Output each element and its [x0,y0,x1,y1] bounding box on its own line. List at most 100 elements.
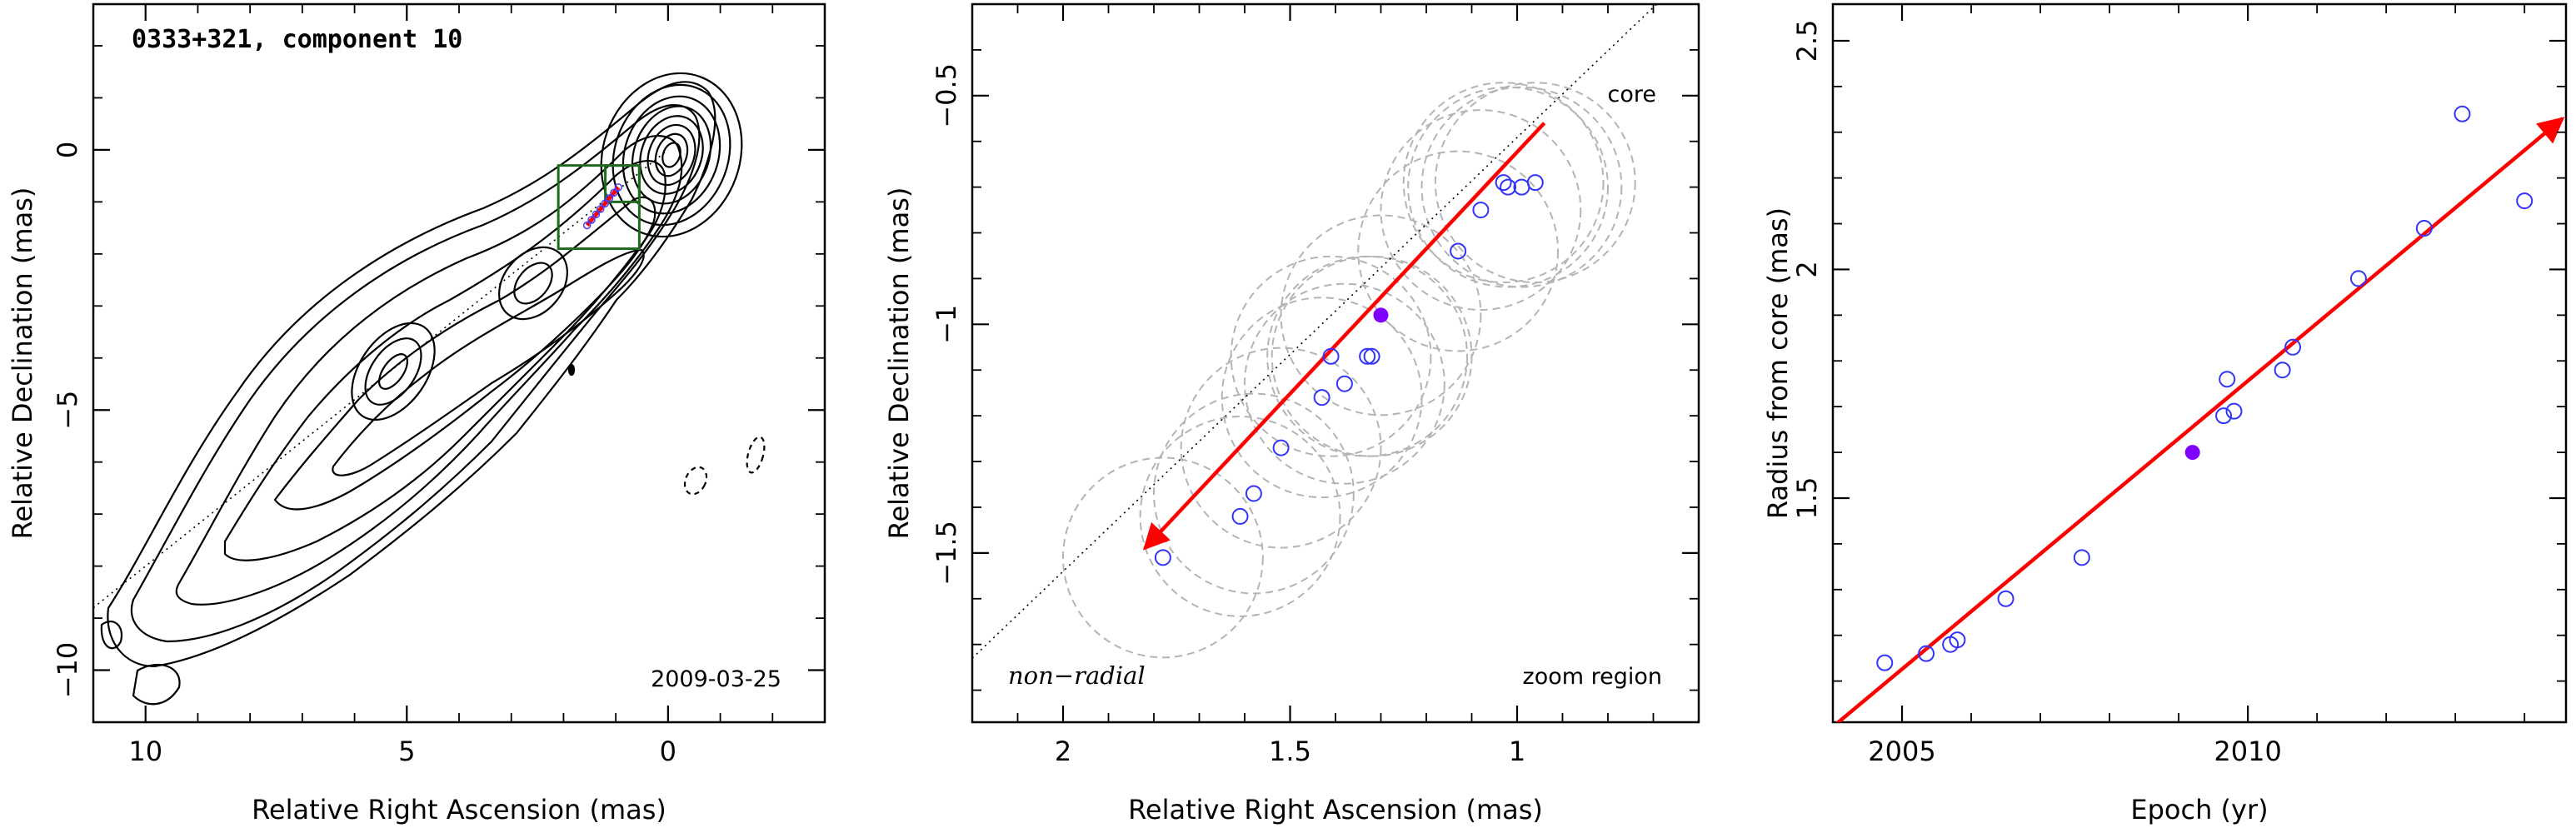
jet-axis-line [93,149,669,609]
panel2-ylabel: Relative Declination (mas) [883,187,915,540]
x-tick-label: 2 [1055,736,1071,767]
panel2-ticks: 2 1.5 1 −0.5 −1 −1.5 [931,4,1699,767]
panel1-xlabel: Relative Right Ascension (mas) [252,794,666,826]
panel-radius-vs-epoch: 2005 2010 1.5 2 2.5 Epoch (yr) Radius from c… [1762,2,2568,826]
radius-point [1997,590,2014,607]
uncertainty-circle [1380,109,1582,311]
radius-point [2516,192,2534,210]
y-tick-label: 0 [52,142,83,158]
uncertainty-circle [1271,255,1473,457]
panel3-ylabel: Radius from core (mas) [1762,207,1794,519]
position-point [1231,507,1249,525]
x-tick-label: 0 [660,736,676,767]
radius-points [1876,105,2534,671]
uncertainty-circle [1180,347,1382,549]
radius-point [1876,654,1894,671]
radius-point [1949,631,1966,649]
zoom-region-inner-box [604,164,641,203]
position-points [1154,174,1544,566]
x-tick-label: 10 [128,736,162,767]
radius-point [2454,105,2471,122]
uncertainty-circle [1230,255,1432,457]
component-point [587,216,596,224]
uncertainty-circle [1420,86,1623,288]
zoom-region-label: zoom region [1523,664,1662,690]
uncertainty-circle [1407,86,1609,288]
uncertainty-circle [1357,150,1560,352]
y-tick-label: −0.5 [931,63,962,128]
position-point [1154,549,1171,566]
position-point [1363,347,1380,365]
component-point [614,183,623,192]
position-point [1322,347,1340,365]
uncertainty-circle [1266,255,1469,457]
uncertainty-circle [1244,282,1445,485]
component-point [597,205,605,213]
component-point [582,221,592,230]
uncertainty-circle [1402,82,1605,284]
core-label: core [1608,82,1656,107]
position-point [1472,202,1490,219]
linear-fit-arrow [1835,117,2565,722]
contour-group [100,72,766,706]
panel3-ticks: 2005 2010 1.5 2 2.5 [1791,4,2566,767]
panel1-title: 0333+321, component 10 [132,25,462,54]
component-point [610,188,618,197]
motion-vector-arrow [1142,122,1546,551]
position-point [1245,485,1262,502]
zoom-region-box [557,164,641,251]
radius-point [2415,220,2433,237]
position-point [1335,375,1353,392]
position-point [1513,178,1530,196]
panel-contour-map: 0333+321, component 10 2009-03-25 10 5 0 0 −… [7,2,826,826]
y-tick-label: −10 [52,642,83,699]
x-tick-label: 5 [398,736,415,767]
radius-point [2225,402,2243,420]
panel1-date: 2009-03-25 [651,666,781,692]
component-point [601,199,609,208]
position-point [1359,347,1376,365]
panel1-ylabel: Relative Declination (mas) [7,187,38,540]
y-tick-label: −5 [52,391,83,430]
x-tick-label: 2010 [2214,736,2281,767]
radius-point [1918,645,1935,662]
uncertainty-circle [1434,82,1636,284]
component-point [605,194,614,202]
radius-point [2274,362,2291,379]
uncertainty-circle [1280,214,1482,416]
radius-point [2219,371,2236,388]
component-point [592,210,601,219]
radius-point [2284,338,2302,356]
jet-axis-line [972,4,1658,659]
panel3-xlabel: Epoch (yr) [2130,794,2268,826]
panel1-ticks: 10 5 0 0 −5 −10 [52,4,825,767]
position-point [1500,178,1517,196]
uncertainty-circle [1139,416,1341,617]
y-tick-label: 2 [1791,261,1823,277]
uncertainty-circles [1062,82,1636,659]
uncertainty-circle [1153,392,1355,595]
position-point [1495,174,1512,192]
y-tick-label: −1.5 [931,521,962,586]
radius-point [2349,270,2367,287]
radius-point [2215,407,2233,425]
radius-point [2073,549,2090,566]
x-tick-label: 1.5 [1269,736,1311,767]
panel2-xlabel: Relative Right Ascension (mas) [1128,794,1543,826]
y-tick-label: −1 [931,305,962,344]
non-radial-label: non−radial [1008,661,1146,690]
position-point [1526,174,1544,192]
uncertainty-circle [1221,297,1423,499]
uncertainty-circle [1062,456,1264,659]
y-tick-label: 2.5 [1791,19,1823,62]
component-positions [582,183,623,230]
position-point [1313,389,1330,407]
x-tick-label: 2005 [1868,736,1935,767]
y-tick-label: 1.5 [1791,477,1823,520]
highlighted-point [2184,445,2200,461]
position-point [1272,439,1290,456]
panel3-frame [1831,2,2568,724]
panel-zoom-region: core non−radial zoom region 2 1.5 1 −0.5 −1 −… [883,2,1700,826]
position-point [1450,242,1467,260]
